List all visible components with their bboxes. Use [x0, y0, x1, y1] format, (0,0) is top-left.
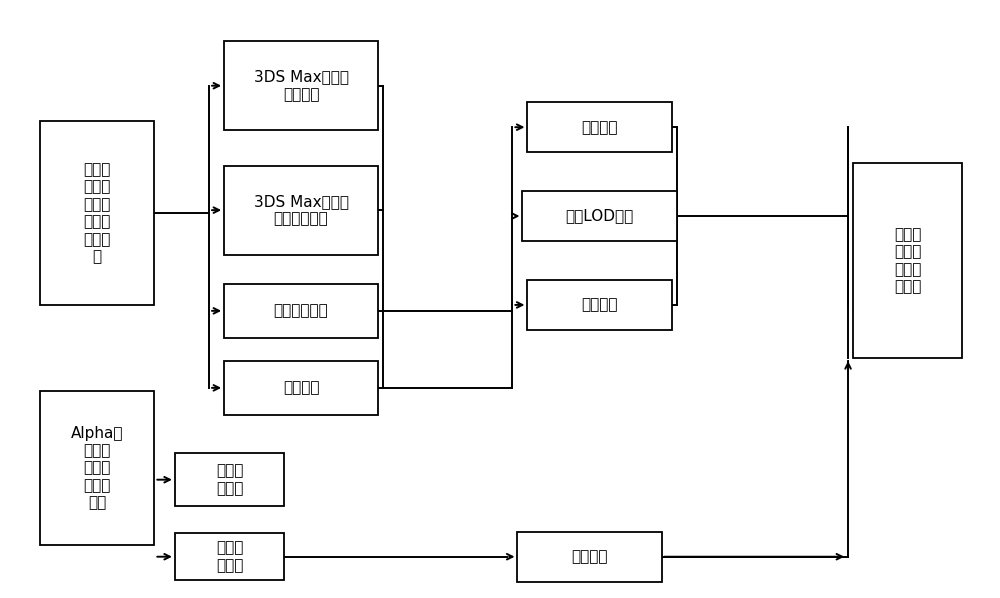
FancyBboxPatch shape — [224, 284, 378, 337]
Text: 规划设
备模型
尺寸及
其场景
比例尺
寸: 规划设 备模型 尺寸及 其场景 比例尺 寸 — [84, 162, 111, 264]
Text: 模型重组: 模型重组 — [581, 297, 618, 312]
FancyBboxPatch shape — [40, 121, 154, 305]
Text: 应用LOD技术: 应用LOD技术 — [565, 209, 634, 224]
Text: 3DS Max柔性编
辑器动态建模: 3DS Max柔性编 辑器动态建模 — [254, 194, 349, 226]
FancyBboxPatch shape — [853, 163, 962, 358]
FancyBboxPatch shape — [224, 361, 378, 414]
FancyBboxPatch shape — [517, 532, 662, 582]
Text: 模型渲染: 模型渲染 — [283, 380, 319, 395]
FancyBboxPatch shape — [40, 391, 154, 545]
FancyBboxPatch shape — [175, 453, 284, 507]
FancyBboxPatch shape — [527, 280, 672, 330]
FancyBboxPatch shape — [224, 41, 378, 130]
Text: 虚拟场
景及其
三维实
体模型: 虚拟场 景及其 三维实 体模型 — [894, 227, 921, 294]
Text: 面片整合: 面片整合 — [581, 120, 618, 135]
FancyBboxPatch shape — [522, 191, 677, 241]
FancyBboxPatch shape — [175, 533, 284, 581]
FancyBboxPatch shape — [527, 102, 672, 152]
Text: 制作模型材质: 制作模型材质 — [274, 303, 328, 318]
Text: 纹理贴
图处理: 纹理贴 图处理 — [216, 541, 243, 573]
Text: 纹理贴图: 纹理贴图 — [571, 549, 608, 565]
Text: 模型特
征提取: 模型特 征提取 — [216, 463, 243, 496]
Text: 3DS Max多边形
静态建模: 3DS Max多边形 静态建模 — [254, 69, 349, 102]
FancyBboxPatch shape — [224, 166, 378, 255]
Text: Alpha电
控气缸
注油系
统图像
收集: Alpha电 控气缸 注油系 统图像 收集 — [71, 426, 124, 510]
